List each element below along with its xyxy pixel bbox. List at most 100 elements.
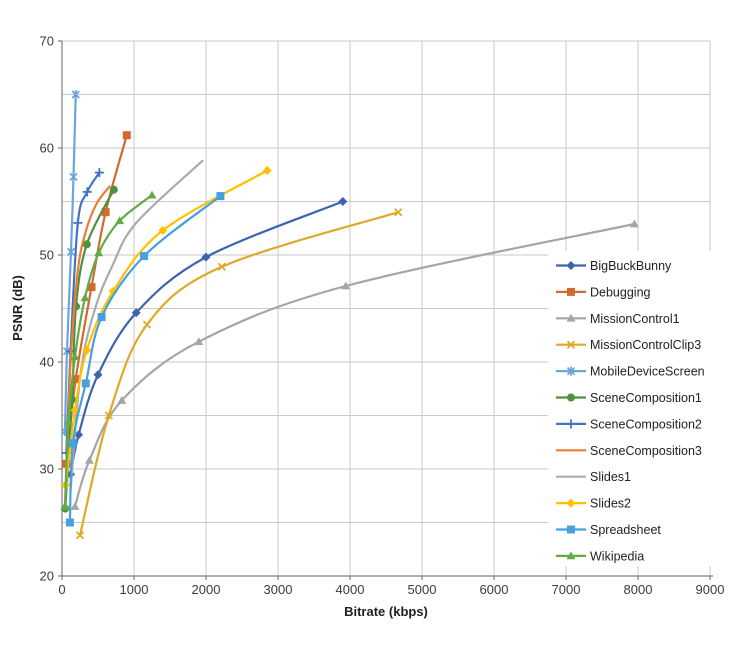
series-line-Slides2 [64,169,269,487]
x-tick-label: 7000 [552,582,581,597]
square-marker [140,252,149,261]
x-marker [566,340,576,349]
square-marker [101,208,110,217]
y-axis-title: PSNR (dB) [10,275,25,341]
legend-background [548,251,728,566]
series-Spreadsheet [65,192,225,527]
legend-item-SceneComposition3: SceneComposition3 [556,444,702,458]
circle-marker [109,185,118,194]
legend-label: SceneComposition1 [590,391,702,405]
y-tick-label: 50 [40,248,54,263]
legend-item-Slides2: Slides2 [556,497,631,511]
x-marker [75,531,85,540]
square-marker [81,379,90,388]
triangle-marker [115,216,125,225]
diamond-marker [74,430,84,440]
legend-label: Slides1 [590,470,631,484]
x-tick-label: 5000 [408,582,437,597]
series-line-Slides1 [69,159,204,492]
series-MissionControlClip3 [75,208,403,540]
legend-item-MissionControl1: MissionControl1 [556,312,680,326]
legend-item-SceneComposition1: SceneComposition1 [556,391,702,405]
x-tick-label: 3000 [264,582,293,597]
diamond-marker [566,498,576,508]
legend-label: SceneComposition2 [590,417,702,431]
series-line-Wikipedia [63,194,154,508]
triangle-marker [117,396,127,404]
square-marker [122,131,131,140]
x-marker [217,262,226,271]
x-tick-label: 8000 [624,582,653,597]
diamond-marker [338,197,348,206]
x-tick-label: 0 [58,582,65,597]
series-SceneComposition3 [64,185,111,492]
diamond-marker [262,166,272,175]
x-axis-title: Bitrate (kbps) [344,604,428,619]
triangle-marker [84,455,94,464]
legend-item-Slides1: Slides1 [556,470,631,484]
y-tick-label: 40 [40,355,54,370]
diamond-marker [93,370,103,380]
series-Wikipedia [60,190,157,510]
series-MissionControl1 [70,219,639,510]
diamond-marker [566,261,576,270]
legend-item-SceneComposition2: SceneComposition2 [556,417,702,431]
y-tick-label: 60 [40,141,54,156]
square-marker [97,313,106,322]
diamond-marker [131,308,141,318]
asterisk-marker [66,247,76,256]
asterisk-marker [69,172,78,182]
legend-label: MissionControl1 [590,312,680,326]
legend-item-MissionControlClip3: MissionControlClip3 [556,338,701,352]
x-tick-label: 6000 [480,582,509,597]
triangle-marker [80,293,90,302]
triangle-marker [94,248,104,257]
triangle-marker [194,337,204,346]
square-marker [567,525,575,534]
x-marker [104,411,113,420]
x-tick-label: 1000 [120,582,149,597]
legend-label: SceneComposition3 [590,444,702,458]
legend-label: BigBuckBunny [590,259,672,273]
x-tick-label: 4000 [336,582,365,597]
x-marker [142,320,152,329]
square-marker [68,439,77,448]
triangle-marker [629,219,639,228]
diamond-marker [82,345,92,355]
triangle-marker [70,352,80,361]
diamond-marker [158,225,168,235]
asterisk-marker [566,366,576,376]
legend-label: Spreadsheet [590,523,661,537]
square-marker [65,518,74,527]
legend-item-Debugging: Debugging [556,285,651,299]
legend-item-BigBuckBunny: BigBuckBunny [556,259,672,273]
legend-item-MobileDeviceScreen: MobileDeviceScreen [556,365,705,379]
triangle-marker [70,502,80,510]
legend-label: MobileDeviceScreen [590,365,705,379]
legend-item-Spreadsheet: Spreadsheet [556,523,661,537]
series-line-SceneComposition3 [64,185,111,492]
triangle-marker [341,281,351,290]
series-Slides1 [69,159,204,492]
series-curves [60,90,639,540]
asterisk-marker [71,90,80,99]
circle-marker [82,240,91,249]
legend: BigBuckBunny Debugging MissionControl1 Miss… [548,251,728,566]
triangle-marker [64,417,73,426]
y-tick-label: 20 [40,569,54,584]
square-marker [567,287,575,296]
y-tick-label: 30 [40,462,54,477]
axes: 0 1000 2000 3000 4000 5000 6000 7000 8000 9000 20 3… [40,34,725,598]
x-tick-label: 2000 [192,582,221,597]
y-tick-label: 70 [40,34,54,49]
legend-label: MissionControlClip3 [590,338,701,352]
series-line-Spreadsheet [68,195,222,524]
square-marker [216,192,225,201]
x-marker [394,208,403,217]
square-marker [71,375,80,384]
diamond-marker [70,405,80,415]
legend-label: Debugging [590,285,651,299]
triangle-marker [147,190,157,199]
